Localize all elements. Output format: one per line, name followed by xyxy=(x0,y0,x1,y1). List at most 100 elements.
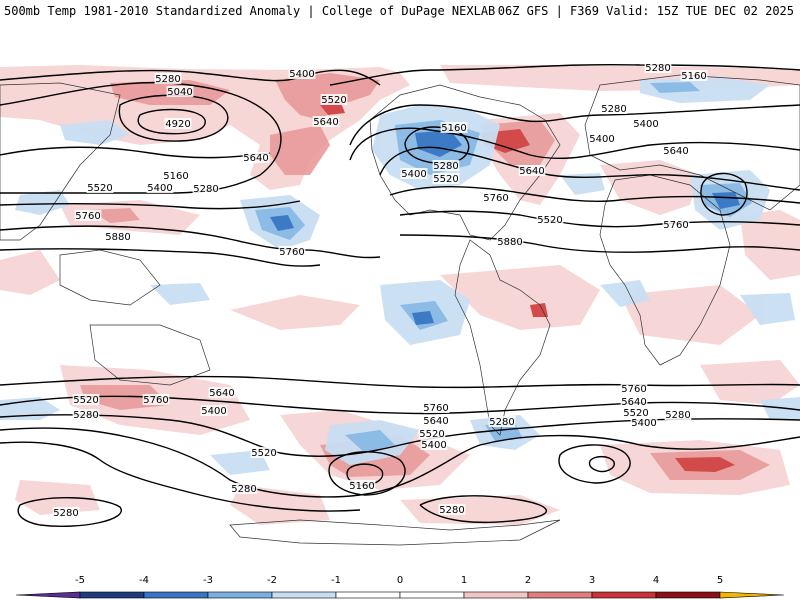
contour-label-bg xyxy=(164,118,192,129)
contour-label-bg xyxy=(620,396,648,407)
colorbar-swatch xyxy=(143,591,209,599)
colorbar-tick-label: 5 xyxy=(717,575,723,586)
contour-label-bg xyxy=(664,409,692,420)
contour-label-bg xyxy=(154,73,182,84)
contour-label-bg xyxy=(200,405,228,416)
colorbar-tick-label: 1 xyxy=(461,575,467,586)
contour-label: 5040 xyxy=(167,87,192,98)
contour-label-bg xyxy=(432,173,460,184)
contour-label: 5640 xyxy=(243,153,268,164)
contour-label: 4920 xyxy=(165,119,190,130)
colorbar-tick-label: 0 xyxy=(397,575,403,586)
contour-label-bg xyxy=(418,428,446,439)
height-contours xyxy=(0,63,800,528)
contour-label-bg xyxy=(482,192,510,203)
model-run-info: 06Z GFS | F369 Valid: 15Z TUE DEC 02 202… xyxy=(497,4,794,18)
colorbar-swatch xyxy=(527,591,593,599)
contour-label-bg xyxy=(74,210,102,221)
contour-label-bg xyxy=(230,483,258,494)
contour-label-bg xyxy=(52,507,80,518)
contour-label: 5760 xyxy=(483,193,508,204)
contour-label: 5400 xyxy=(421,440,446,451)
contour-label-bg xyxy=(208,387,236,398)
colorbar-tick-label: -4 xyxy=(139,575,149,586)
contour-label-bg xyxy=(630,417,658,428)
colorbar-tick-labels: -5 -4 -3 -2 -1 0 1 2 3 4 5 xyxy=(75,575,723,586)
contour-label: 5760 xyxy=(663,220,688,231)
contour-label-bg xyxy=(242,152,270,163)
contour-label: 5280 xyxy=(665,410,690,421)
contour-label: 5280 xyxy=(439,505,464,516)
contour-label: 5280 xyxy=(489,417,514,428)
contour-label: 5400 xyxy=(631,418,656,429)
colorbar-swatch xyxy=(591,591,657,599)
contour-label-bg xyxy=(420,439,448,450)
contour-label-bg xyxy=(588,133,616,144)
contour-label-bg xyxy=(496,236,524,247)
contour-label: 5400 xyxy=(401,169,426,180)
contour-label-bg xyxy=(422,415,450,426)
contour-label: 5160 xyxy=(163,171,188,182)
contour-label-bg xyxy=(620,383,648,394)
contour-label-bg xyxy=(400,168,428,179)
contour-label-bg xyxy=(536,214,564,225)
colorbar-swatches xyxy=(15,591,785,599)
contour-label-bg xyxy=(142,394,170,405)
contour-label-bg xyxy=(600,103,628,114)
colorbar-tick-label: -1 xyxy=(331,575,341,586)
contour-label-bg xyxy=(518,165,546,176)
contour-label: 5520 xyxy=(321,95,346,106)
contour-label-bg xyxy=(250,447,278,458)
contour-label-bg xyxy=(278,246,306,257)
contour-label-bg xyxy=(680,70,708,81)
contour-label-bg xyxy=(440,122,468,133)
contour-label: 5400 xyxy=(201,406,226,417)
contour-label-bg xyxy=(192,183,220,194)
contour-label: 5640 xyxy=(313,117,338,128)
contour-label: 5760 xyxy=(279,247,304,258)
contour-label: 5760 xyxy=(621,384,646,395)
contour-label-bg xyxy=(348,480,376,491)
contour-label: 5160 xyxy=(441,123,466,134)
colorbar: -5 -4 -3 -2 -1 0 1 2 3 4 5 xyxy=(15,575,785,599)
contour-label-bg xyxy=(432,160,460,171)
contour-label: 5520 xyxy=(251,448,276,459)
contour-label: 5280 xyxy=(73,410,98,421)
contour-label: 5280 xyxy=(601,104,626,115)
contour-label: 5640 xyxy=(209,388,234,399)
contour-label: 5280 xyxy=(645,63,670,74)
contour-label: 5160 xyxy=(349,481,374,492)
contour-label: 5280 xyxy=(433,161,458,172)
contour-label-bg xyxy=(438,504,466,515)
colorbar-swatch xyxy=(271,591,337,599)
contour-label: 5640 xyxy=(621,397,646,408)
contour-label: 5280 xyxy=(193,184,218,195)
contour-label-bg xyxy=(72,394,100,405)
contour-label: 5520 xyxy=(419,429,444,440)
contour-label-bg xyxy=(312,116,340,127)
anomaly-shading xyxy=(0,65,800,525)
contour-label-bg xyxy=(422,402,450,413)
contour-label-bg xyxy=(146,182,174,193)
contour-label: 5400 xyxy=(147,183,172,194)
contour-label: 5280 xyxy=(155,74,180,85)
colorbar-tick-label: 4 xyxy=(653,575,659,586)
colorbar-tick-label: 3 xyxy=(589,575,595,586)
contour-label: 5880 xyxy=(105,232,130,243)
colorbar-swatch xyxy=(399,591,465,599)
contour-label: 5880 xyxy=(497,237,522,248)
contour-label-bg xyxy=(72,409,100,420)
contour-label-bg xyxy=(632,118,660,129)
contour-label: 5640 xyxy=(519,166,544,177)
contour-label: 5760 xyxy=(423,403,448,414)
colorbar-swatch xyxy=(15,591,81,599)
contour-label-bg xyxy=(662,145,690,156)
contour-label-bg xyxy=(104,231,132,242)
colorbar-swatch xyxy=(207,591,273,599)
chart-title: 500mb Temp 1981-2010 Standardized Anomal… xyxy=(4,4,496,18)
contour-label: 5640 xyxy=(663,146,688,157)
contour-label-bg xyxy=(166,86,194,97)
colorbar-swatch xyxy=(719,591,785,599)
contour-label-bg xyxy=(288,68,316,79)
colorbar-swatch xyxy=(79,591,145,599)
